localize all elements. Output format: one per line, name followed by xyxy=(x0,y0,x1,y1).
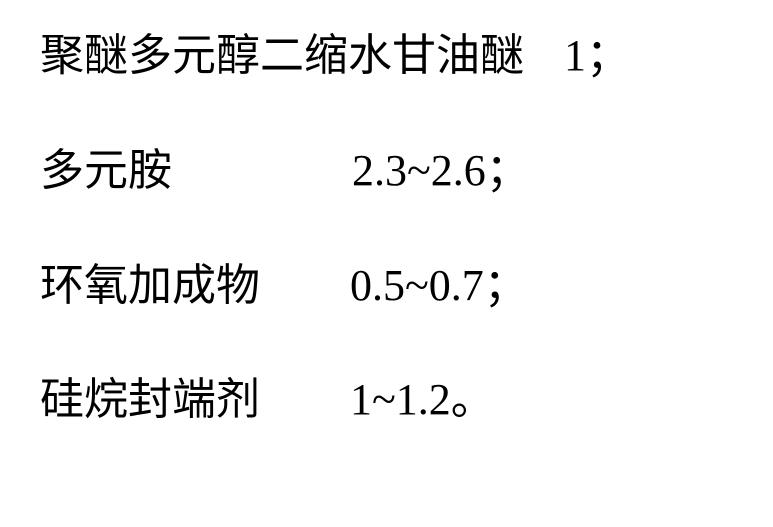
ingredient-value: 0.5~0.7； xyxy=(350,260,528,313)
table-row: 聚醚多元醇二缩水甘油醚 1； xyxy=(40,30,733,83)
ingredient-value: 1~1.2。 xyxy=(350,374,495,427)
table-row: 硅烷封端剂 1~1.2。 xyxy=(40,374,733,427)
table-row: 环氧加成物 0.5~0.7； xyxy=(40,260,733,313)
ingredient-value: 1； xyxy=(564,30,630,83)
ingredient-label: 环氧加成物 xyxy=(40,260,260,313)
formulation-list: 聚醚多元醇二缩水甘油醚 1； 多元胺 2.3~2.6； 环氧加成物 0.5~0.… xyxy=(0,0,773,457)
table-row: 多元胺 2.3~2.6； xyxy=(40,145,733,198)
ingredient-label: 聚醚多元醇二缩水甘油醚 xyxy=(40,30,524,83)
ingredient-value: 2.3~2.6； xyxy=(352,145,530,198)
ingredient-label: 硅烷封端剂 xyxy=(40,374,260,427)
ingredient-label: 多元胺 xyxy=(40,145,172,198)
